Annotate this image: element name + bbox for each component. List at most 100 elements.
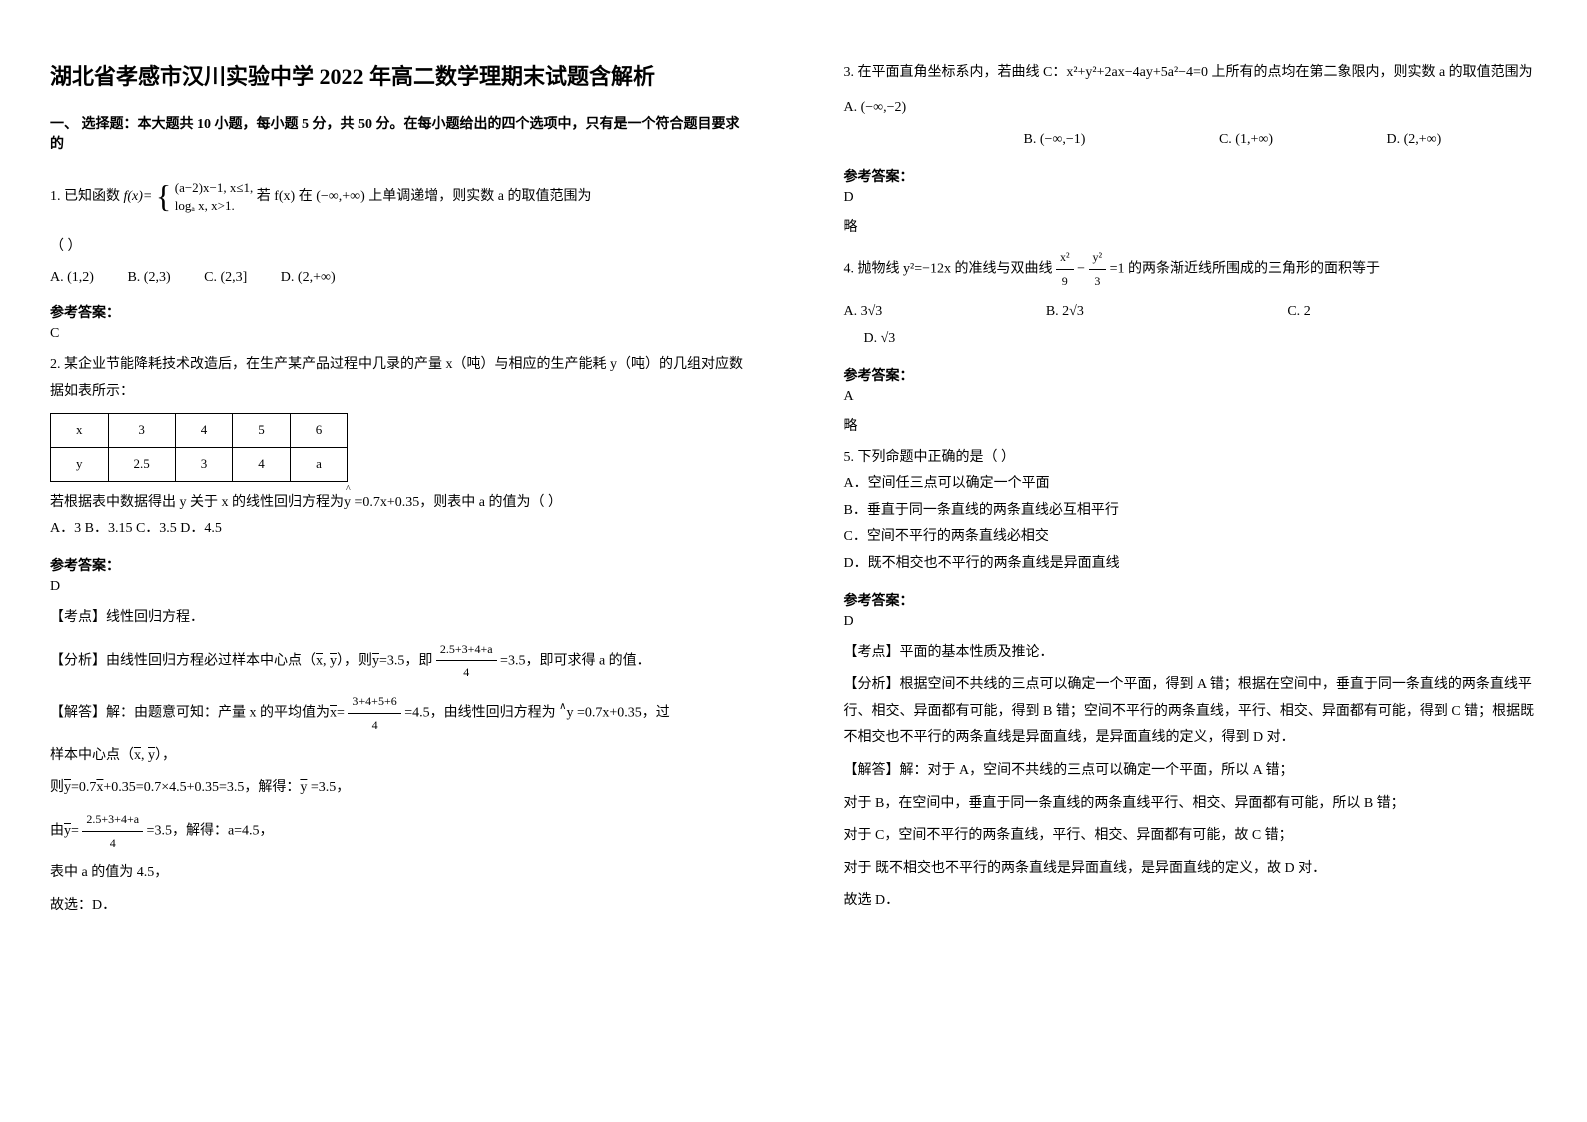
jd2: =4.5，由线性回归方程为 — [404, 706, 555, 721]
jd-line5: 表中 a 的值为 4.5， — [50, 860, 744, 887]
cell: 2.5 — [108, 448, 175, 482]
num: x² — [1056, 246, 1074, 270]
q3-opt-c: C. (1,+∞) — [1219, 127, 1273, 154]
q5-jd1: 【解答】解：对于 A，空间不共线的三点可以确定一个平面，所以 A 错； — [844, 758, 1538, 785]
section-heading: 一、 选择题：本大题共 10 小题，每小题 5 分，共 50 分。在每小题给出的… — [50, 113, 744, 153]
val: 3√3 — [861, 304, 883, 319]
den: 4 — [82, 832, 143, 855]
fx1: 由线性回归方程必过样本中心点（ — [106, 653, 316, 668]
kd-text: 平面的基本性质及推论． — [900, 645, 1054, 660]
q1-opt-a: A. (1,2) — [50, 265, 94, 290]
q2-table: x 3 4 5 6 y 2.5 3 4 a — [50, 413, 348, 481]
yhat: y — [344, 490, 351, 517]
jd-label: 【解答】 — [844, 763, 900, 778]
q4-answer2: 略 — [844, 415, 1538, 435]
cell: a — [290, 448, 348, 482]
q3-opt-a: A. (−∞,−2) — [844, 95, 1508, 122]
jd1: 解：由题意可知：产量 x 的平均值为 — [106, 706, 330, 721]
answer-label-1: 参考答案： — [50, 302, 744, 322]
jd9: =3.5， — [307, 780, 350, 795]
piece-2: logₐ x, x>1. — [175, 198, 235, 213]
ybar2: y — [372, 653, 379, 668]
cell: 3 — [175, 448, 233, 482]
q4-eq: =1 — [1110, 262, 1125, 277]
q5-answer: D — [844, 614, 1538, 630]
jd4: 样本中心点（ — [50, 748, 134, 763]
val: (−∞,−2) — [861, 100, 907, 115]
xbar3: x — [330, 706, 337, 721]
ybar7: y — [64, 823, 71, 838]
den: 4 — [348, 714, 400, 737]
jd6: 则 — [50, 780, 64, 795]
table-row: x 3 4 5 6 — [51, 414, 348, 448]
val: 2√3 — [1062, 304, 1084, 319]
q3-answer2: 略 — [844, 216, 1538, 236]
q5-jd3: 对于 C，空间不平行的两条直线，平行、相交、异面都有可能，故 C 错； — [844, 823, 1538, 850]
xbar: x — [316, 653, 323, 668]
fx3: =3.5，即 — [379, 653, 432, 668]
jd1-text: 解：对于 A，空间不共线的三点可以确定一个平面，所以 A 错； — [900, 763, 1294, 778]
val: √3 — [881, 331, 896, 346]
cell: 6 — [290, 414, 348, 448]
frac2: 3+4+5+64 — [348, 690, 400, 737]
q5-text: 5. 下列命题中正确的是（ ） — [844, 445, 1538, 472]
fx4: =3.5，即可求得 a 的值． — [500, 653, 651, 668]
den: 4 — [436, 661, 497, 684]
q3-text: 3. 在平面直角坐标系内，若曲线 C：x²+y²+2ax−4ay+5a²−4=0… — [844, 60, 1538, 87]
q4-answer: A — [844, 389, 1538, 405]
answer-label-4: 参考答案： — [844, 365, 1538, 385]
q3-answer: D — [844, 190, 1538, 206]
q2-text: 2. 某企业节能降耗技术改造后，在生产某产品过程中几录的产量 x（吨）与相应的生… — [50, 352, 744, 405]
q5-fenxi: 【分析】根据空间不共线的三点可以确定一个平面，得到 A 错；根据在空间中，垂直于… — [844, 672, 1538, 752]
num: 2.5+3+4+a — [436, 638, 497, 662]
q2-answer: D — [50, 579, 744, 595]
q5-opt-d: D．既不相交也不平行的两条直线是异面直线 — [844, 551, 1538, 578]
question-1: 1. 已知函数 f(x)= { (a−2)x−1, x≤1, logₐ x, x… — [50, 168, 744, 290]
jd7: =0.7 — [71, 780, 96, 795]
q3-opt-d: D. (2,+∞) — [1387, 127, 1442, 154]
piecewise: (a−2)x−1, x≤1, logₐ x, x>1. — [175, 179, 253, 215]
xbar4: x — [134, 748, 141, 763]
fx-label: 【分析】 — [50, 653, 106, 668]
kd-label: 【考点】 — [844, 645, 900, 660]
q1-opt-b: B. (2,3) — [127, 265, 170, 290]
q1-mid: 若 f(x) 在 (−∞,+∞) 上单调递增，则实数 a 的取值范围为 — [257, 189, 592, 204]
table-row: y 2.5 3 4 a — [51, 448, 348, 482]
val: (1,+∞) — [1235, 132, 1273, 147]
q5-jd5: 故选 D． — [844, 888, 1538, 915]
cell: 3 — [108, 414, 175, 448]
page-title: 湖北省孝感市汉川实验中学 2022 年高二数学理期末试题含解析 — [50, 60, 744, 93]
q5-opt-a: A．空间任三点可以确定一个平面 — [844, 471, 1538, 498]
kd-label: 【考点】 — [50, 610, 106, 625]
q2-after-text: 若根据表中数据得出 y 关于 x 的线性回归方程为 — [50, 495, 344, 510]
q1-paren: （ ） — [50, 234, 744, 259]
jd-line6: 故选：D． — [50, 893, 744, 920]
q1-opt-c-val: (2,3] — [220, 270, 247, 285]
q3-opt-b: B. (−∞,−1) — [1024, 127, 1086, 154]
jd11: = — [71, 823, 79, 838]
hat-icon — [559, 706, 566, 721]
q4-t1: 4. 抛物线 y²=−12x 的准线与双曲线 — [844, 262, 1057, 277]
cell: 5 — [233, 414, 291, 448]
kd-text: 线性回归方程． — [106, 610, 204, 625]
q1-func-eq: f(x)= — [124, 189, 153, 204]
frac3: 2.5+3+4+a4 — [82, 808, 143, 855]
q5-jd2: 对于 B，在空间中，垂直于同一条直线的两条直线平行、相交、异面都有可能，所以 B… — [844, 791, 1538, 818]
jd-line4: 由y= 2.5+3+4+a4 =3.5，解得：a=4.5， — [50, 808, 744, 855]
answer-label-3: 参考答案： — [844, 166, 1538, 186]
cell: x — [51, 414, 109, 448]
ybar4: y — [148, 748, 155, 763]
q4-opt-b: B. 2√3 — [1046, 299, 1084, 326]
q1-opt-b-val: (2,3) — [144, 270, 171, 285]
val: (−∞,−1) — [1040, 132, 1086, 147]
jd8: +0.35=0.7×4.5+0.35=3.5，解得： — [103, 780, 300, 795]
val: 2 — [1304, 304, 1311, 319]
den: 3 — [1089, 270, 1107, 293]
ybar5: y — [64, 780, 71, 795]
q1-opt-d-val: (2,+∞) — [298, 270, 336, 285]
jd-line3: 则y=0.7x+0.35=0.7×4.5+0.35=3.5，解得：y =3.5， — [50, 775, 744, 802]
question-2: 2. 某企业节能降耗技术改造后，在生产某产品过程中几录的产量 x（吨）与相应的生… — [50, 352, 744, 543]
jd10: 由 — [50, 823, 64, 838]
num: 3+4+5+6 — [348, 690, 400, 714]
q4-frac-r: y²3 — [1089, 246, 1107, 293]
